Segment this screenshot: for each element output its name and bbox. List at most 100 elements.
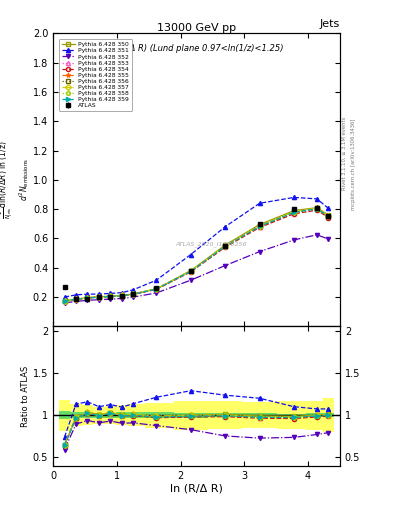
Pythia 6.428 358 xyxy=(292,209,296,215)
Pythia 6.428 352 xyxy=(223,263,228,269)
Line: Pythia 6.428 350: Pythia 6.428 350 xyxy=(62,206,331,303)
Pythia 6.428 355 xyxy=(97,294,101,300)
Pythia 6.428 350 xyxy=(326,212,331,218)
Pythia 6.428 357 xyxy=(131,291,136,297)
Y-axis label: Ratio to ATLAS: Ratio to ATLAS xyxy=(21,366,30,427)
Text: ln(R/Δ R) (Lund plane 0.97<ln(1/z)<1.25): ln(R/Δ R) (Lund plane 0.97<ln(1/z)<1.25) xyxy=(110,44,283,53)
Pythia 6.428 352 xyxy=(108,296,113,302)
Pythia 6.428 351 xyxy=(73,292,78,298)
Pythia 6.428 354 xyxy=(326,215,331,221)
Pythia 6.428 359 xyxy=(131,291,136,297)
Pythia 6.428 352 xyxy=(188,277,193,283)
Pythia 6.428 353 xyxy=(131,291,136,297)
Pythia 6.428 359 xyxy=(315,206,320,212)
Pythia 6.428 352 xyxy=(73,298,78,305)
Pythia 6.428 358 xyxy=(97,294,101,300)
Pythia 6.428 359 xyxy=(62,298,67,304)
Line: Pythia 6.428 358: Pythia 6.428 358 xyxy=(62,206,331,303)
Pythia 6.428 353 xyxy=(85,295,90,301)
Text: ATLAS_2020_I1790256: ATLAS_2020_I1790256 xyxy=(175,242,246,247)
Pythia 6.428 350 xyxy=(73,296,78,302)
Title: 13000 GeV pp: 13000 GeV pp xyxy=(157,23,236,32)
Pythia 6.428 358 xyxy=(119,292,124,298)
Pythia 6.428 351 xyxy=(119,290,124,296)
Line: Pythia 6.428 354: Pythia 6.428 354 xyxy=(62,208,331,303)
Pythia 6.428 356 xyxy=(257,223,262,229)
Pythia 6.428 359 xyxy=(188,268,193,274)
Pythia 6.428 356 xyxy=(154,286,159,292)
Pythia 6.428 357 xyxy=(326,212,331,219)
Pythia 6.428 352 xyxy=(326,236,331,242)
Pythia 6.428 352 xyxy=(315,232,320,238)
Pythia 6.428 350 xyxy=(62,297,67,304)
Pythia 6.428 355 xyxy=(85,294,90,301)
Line: Pythia 6.428 355: Pythia 6.428 355 xyxy=(62,206,331,303)
Pythia 6.428 358 xyxy=(315,205,320,211)
Line: Pythia 6.428 353: Pythia 6.428 353 xyxy=(62,207,331,303)
Pythia 6.428 353 xyxy=(292,210,296,216)
Text: Rivet 3.1.10, ≥ 3.1M events: Rivet 3.1.10, ≥ 3.1M events xyxy=(342,117,347,190)
Pythia 6.428 357 xyxy=(154,286,159,292)
Pythia 6.428 359 xyxy=(97,294,101,300)
Pythia 6.428 356 xyxy=(315,206,320,212)
Pythia 6.428 350 xyxy=(97,294,101,300)
Pythia 6.428 351 xyxy=(223,224,228,230)
Pythia 6.428 355 xyxy=(62,297,67,304)
Pythia 6.428 353 xyxy=(223,243,228,249)
Pythia 6.428 353 xyxy=(188,268,193,274)
Pythia 6.428 353 xyxy=(119,292,124,298)
Pythia 6.428 352 xyxy=(119,295,124,302)
Pythia 6.428 350 xyxy=(154,286,159,292)
Pythia 6.428 358 xyxy=(85,295,90,301)
Pythia 6.428 356 xyxy=(85,295,90,301)
Pythia 6.428 357 xyxy=(315,205,320,211)
Pythia 6.428 356 xyxy=(292,209,296,216)
Pythia 6.428 354 xyxy=(223,244,228,250)
Pythia 6.428 353 xyxy=(73,296,78,302)
Pythia 6.428 350 xyxy=(257,222,262,228)
Pythia 6.428 357 xyxy=(292,209,296,215)
Pythia 6.428 357 xyxy=(223,243,228,249)
Pythia 6.428 354 xyxy=(97,294,101,300)
Pythia 6.428 351 xyxy=(188,251,193,258)
Pythia 6.428 354 xyxy=(188,269,193,275)
Pythia 6.428 356 xyxy=(97,294,101,300)
Pythia 6.428 351 xyxy=(97,291,101,297)
Pythia 6.428 350 xyxy=(223,242,228,248)
Pythia 6.428 353 xyxy=(154,286,159,292)
Pythia 6.428 350 xyxy=(85,295,90,301)
Pythia 6.428 359 xyxy=(292,209,296,216)
Pythia 6.428 354 xyxy=(85,295,90,301)
Pythia 6.428 355 xyxy=(119,292,124,298)
Pythia 6.428 352 xyxy=(131,294,136,300)
Pythia 6.428 352 xyxy=(97,296,101,303)
Pythia 6.428 359 xyxy=(73,296,78,303)
Pythia 6.428 354 xyxy=(119,293,124,299)
Pythia 6.428 354 xyxy=(62,298,67,304)
Pythia 6.428 350 xyxy=(119,292,124,298)
Line: Pythia 6.428 352: Pythia 6.428 352 xyxy=(62,232,331,305)
Pythia 6.428 352 xyxy=(292,237,296,243)
Pythia 6.428 351 xyxy=(315,196,320,202)
Pythia 6.428 350 xyxy=(315,205,320,211)
Pythia 6.428 354 xyxy=(315,207,320,213)
Pythia 6.428 358 xyxy=(223,243,228,249)
Pythia 6.428 357 xyxy=(62,297,67,304)
Line: Pythia 6.428 356: Pythia 6.428 356 xyxy=(62,207,331,303)
Text: mcplots.cern.ch [arXiv:1306.3436]: mcplots.cern.ch [arXiv:1306.3436] xyxy=(351,118,356,209)
Pythia 6.428 356 xyxy=(108,293,113,300)
Pythia 6.428 359 xyxy=(154,286,159,292)
Pythia 6.428 355 xyxy=(154,286,159,292)
Pythia 6.428 351 xyxy=(292,195,296,201)
Pythia 6.428 350 xyxy=(131,291,136,297)
Pythia 6.428 353 xyxy=(97,294,101,300)
Pythia 6.428 357 xyxy=(257,223,262,229)
X-axis label: ln (R/Δ R): ln (R/Δ R) xyxy=(170,483,223,494)
Pythia 6.428 355 xyxy=(223,243,228,249)
Pythia 6.428 355 xyxy=(326,213,331,219)
Pythia 6.428 357 xyxy=(73,296,78,302)
Pythia 6.428 357 xyxy=(188,268,193,274)
Pythia 6.428 354 xyxy=(154,286,159,292)
Pythia 6.428 358 xyxy=(326,213,331,219)
Pythia 6.428 358 xyxy=(257,223,262,229)
